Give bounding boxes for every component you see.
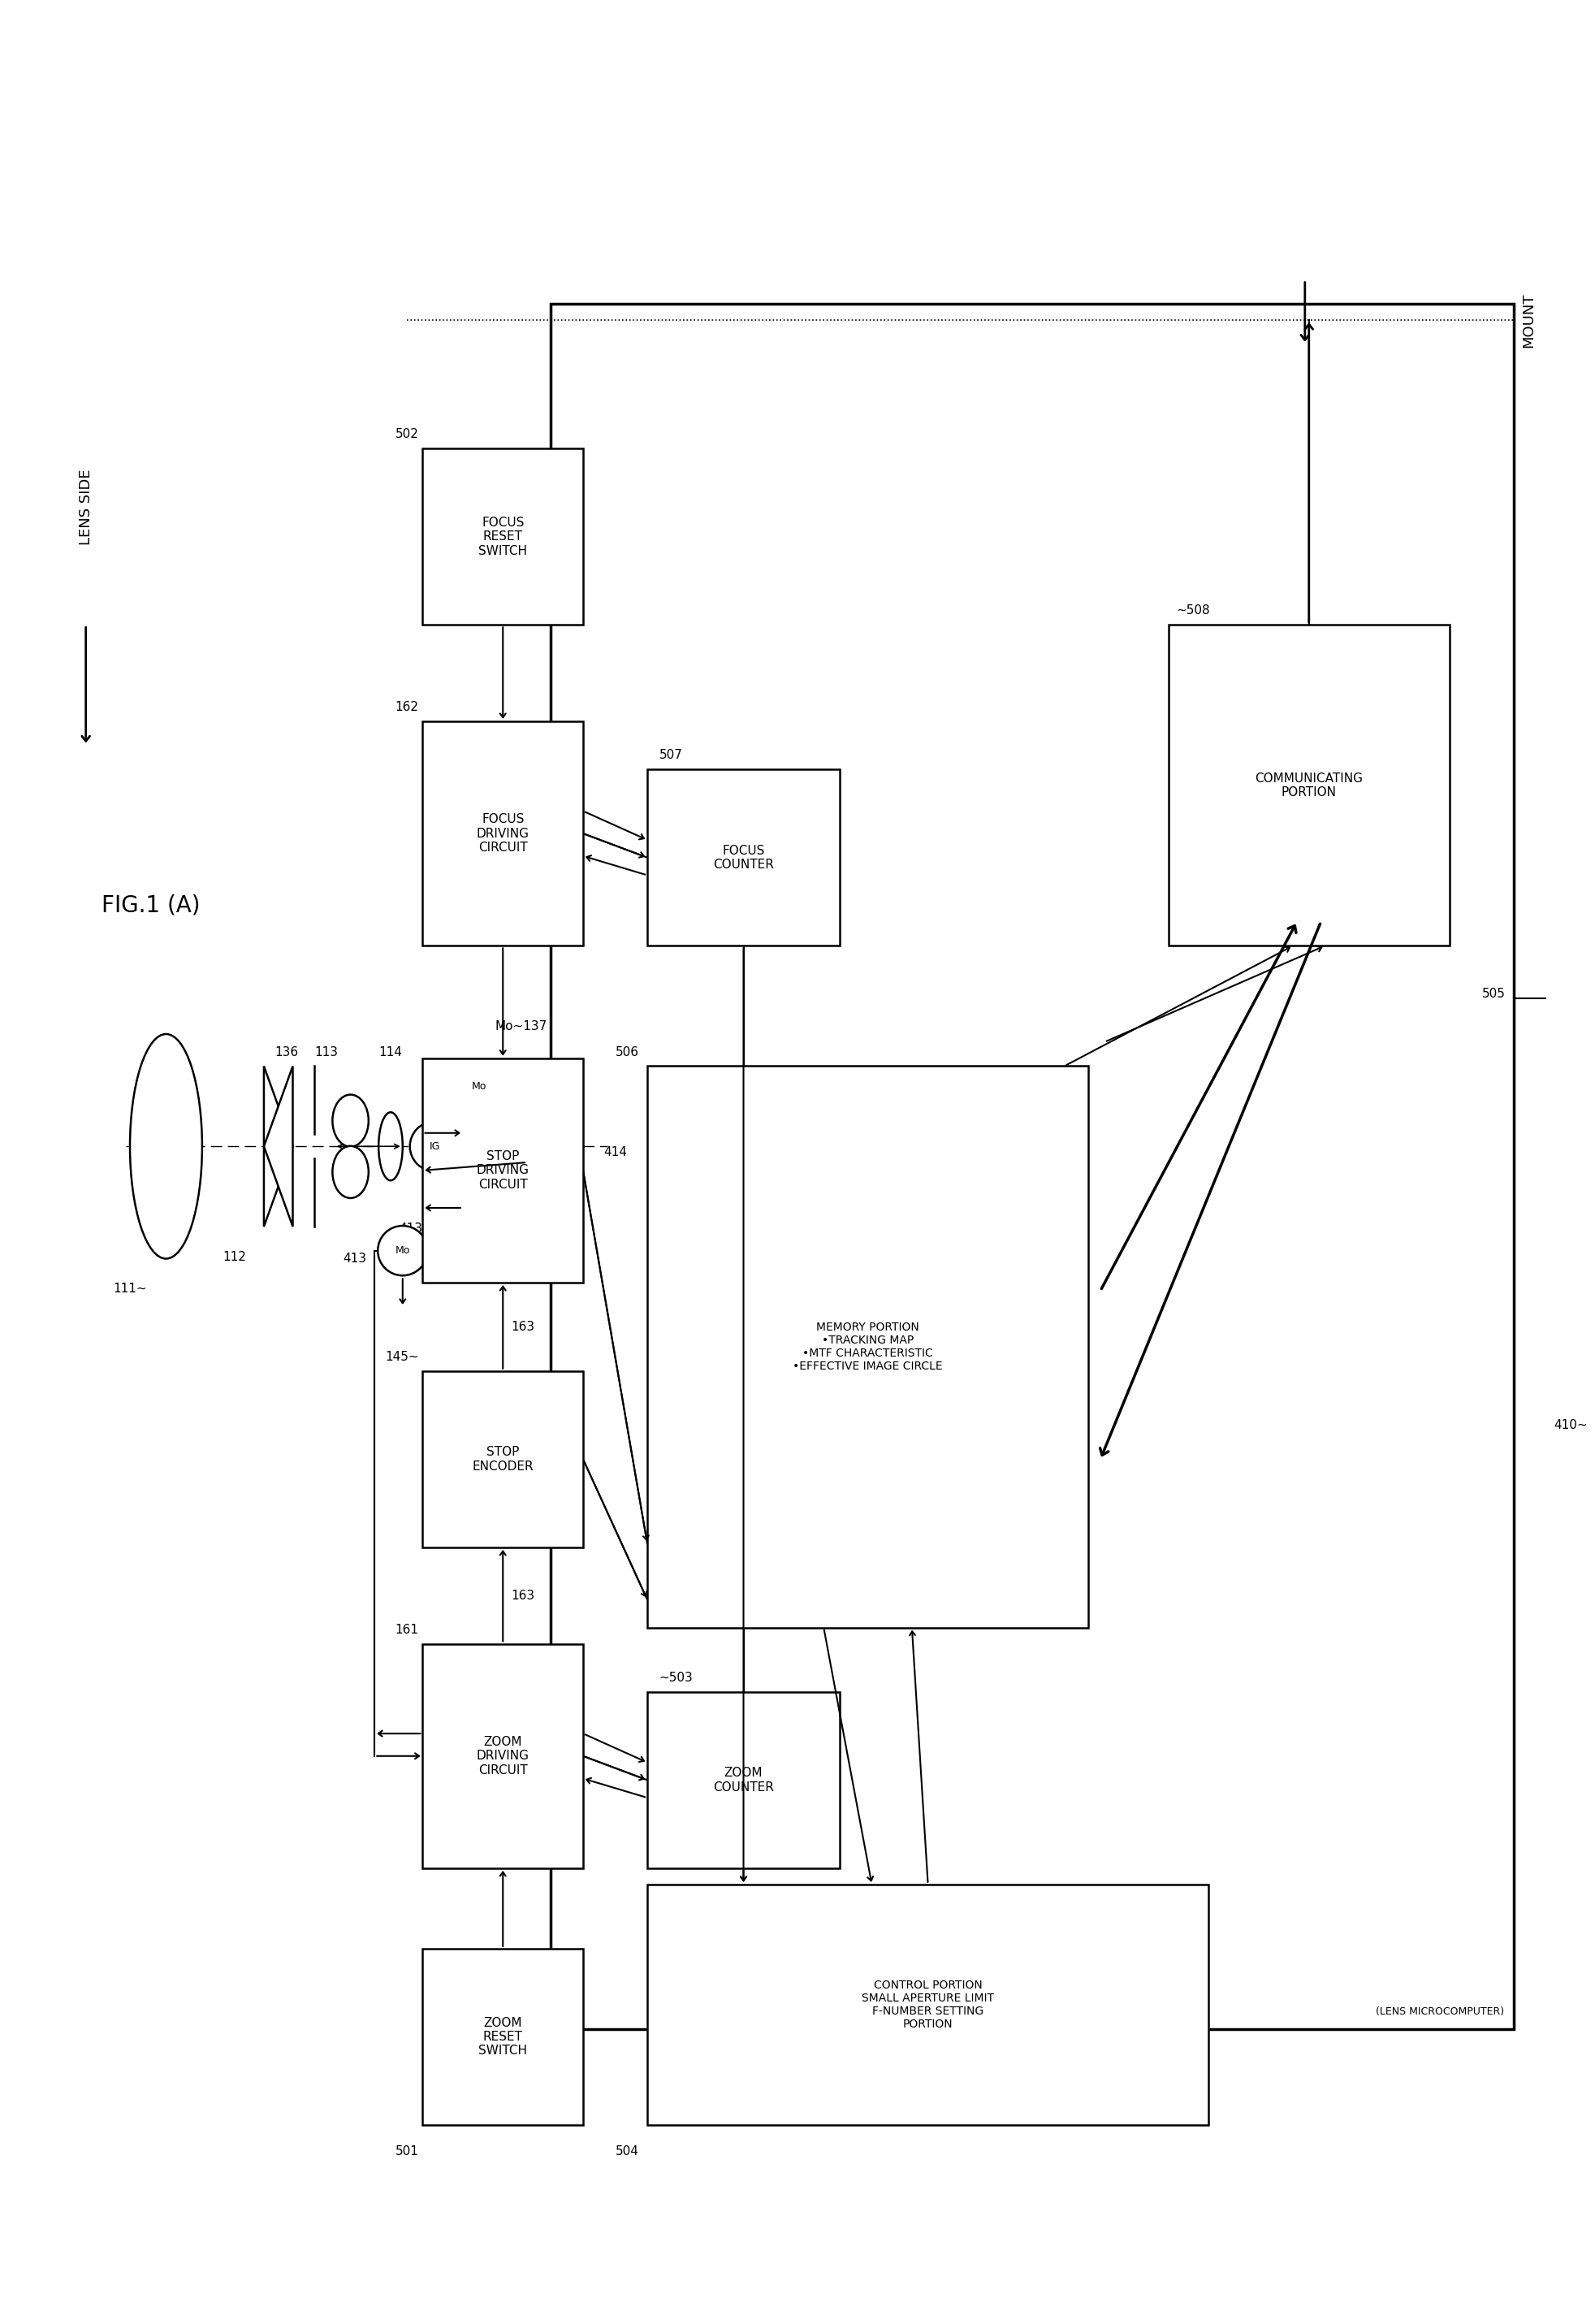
Text: 112: 112: [223, 1250, 246, 1262]
Bar: [423, 1057, 584, 1283]
Text: STOP
ENCODER: STOP ENCODER: [472, 1446, 534, 1473]
Text: FOCUS
DRIVING
CIRCUIT: FOCUS DRIVING CIRCUIT: [477, 813, 530, 853]
Ellipse shape: [378, 1225, 427, 1276]
Bar: [423, 1948, 584, 2124]
Text: IG: IG: [429, 1141, 440, 1153]
Text: LENS SIDE: LENS SIDE: [78, 469, 93, 544]
Text: Mo: Mo: [472, 1081, 486, 1092]
Bar: [423, 449, 584, 625]
Text: FOCUS
COUNTER: FOCUS COUNTER: [713, 844, 774, 872]
Text: 161: 161: [396, 1624, 418, 1636]
Text: FOCUS
RESET
SWITCH: FOCUS RESET SWITCH: [478, 516, 528, 558]
Text: 507: 507: [659, 748, 683, 762]
Text: 410~: 410~: [1554, 1420, 1587, 1432]
Text: Mo: Mo: [396, 1246, 410, 1255]
Text: MOUNT: MOUNT: [1522, 293, 1536, 349]
Text: 504: 504: [616, 2145, 640, 2157]
Text: ~503: ~503: [659, 1671, 694, 1685]
Text: FIG.1 (A): FIG.1 (A): [102, 895, 201, 918]
Text: ZOOM
DRIVING
CIRCUIT: ZOOM DRIVING CIRCUIT: [477, 1736, 530, 1776]
Text: COMMUNICATING
PORTION: COMMUNICATING PORTION: [1255, 772, 1362, 799]
Text: MEMORY PORTION
•TRACKING MAP
•MTF CHARACTERISTIC
•EFFECTIVE IMAGE CIRCLE: MEMORY PORTION •TRACKING MAP •MTF CHARAC…: [793, 1322, 943, 1373]
Bar: [423, 720, 584, 946]
Ellipse shape: [129, 1034, 203, 1260]
Text: (LENS MICROCOMPUTER): (LENS MICROCOMPUTER): [1375, 2006, 1504, 2017]
Bar: [423, 1371, 584, 1548]
Text: Mo~137: Mo~137: [494, 1020, 547, 1032]
Text: 114: 114: [380, 1046, 402, 1057]
Bar: [1169, 625, 1450, 946]
Text: 413: 413: [399, 1222, 423, 1234]
Text: 113: 113: [314, 1046, 338, 1057]
Text: 163: 163: [510, 1320, 534, 1334]
Bar: [550, 304, 1514, 2029]
Ellipse shape: [332, 1146, 368, 1199]
Text: 111~: 111~: [113, 1283, 147, 1294]
Bar: [648, 1692, 839, 1868]
Text: CONTROL PORTION
SMALL APERTURE LIMIT
F-NUMBER SETTING
PORTION: CONTROL PORTION SMALL APERTURE LIMIT F-N…: [861, 1980, 994, 2031]
Text: STOP
DRIVING
CIRCUIT: STOP DRIVING CIRCUIT: [477, 1150, 530, 1190]
Text: ZOOM
COUNTER: ZOOM COUNTER: [713, 1766, 774, 1794]
Ellipse shape: [378, 1113, 402, 1181]
Polygon shape: [263, 1067, 293, 1227]
Text: 414: 414: [603, 1146, 627, 1157]
Ellipse shape: [332, 1095, 368, 1146]
Text: 163: 163: [510, 1590, 534, 1601]
Text: 136: 136: [274, 1046, 298, 1057]
Text: ~508: ~508: [1177, 604, 1211, 616]
Text: 505: 505: [1482, 988, 1506, 999]
Text: ZOOM
RESET
SWITCH: ZOOM RESET SWITCH: [478, 2017, 528, 2057]
Text: 506: 506: [616, 1046, 640, 1057]
Bar: [648, 1885, 1209, 2124]
Bar: [423, 1643, 584, 1868]
Ellipse shape: [410, 1122, 459, 1171]
Ellipse shape: [455, 1062, 504, 1111]
Bar: [648, 769, 839, 946]
Polygon shape: [263, 1067, 293, 1227]
Text: 162: 162: [396, 702, 418, 713]
Text: 145~: 145~: [384, 1350, 418, 1362]
Text: 413: 413: [343, 1253, 367, 1264]
Text: 501: 501: [396, 2145, 418, 2157]
Text: 502: 502: [396, 428, 418, 442]
Bar: [648, 1067, 1088, 1627]
